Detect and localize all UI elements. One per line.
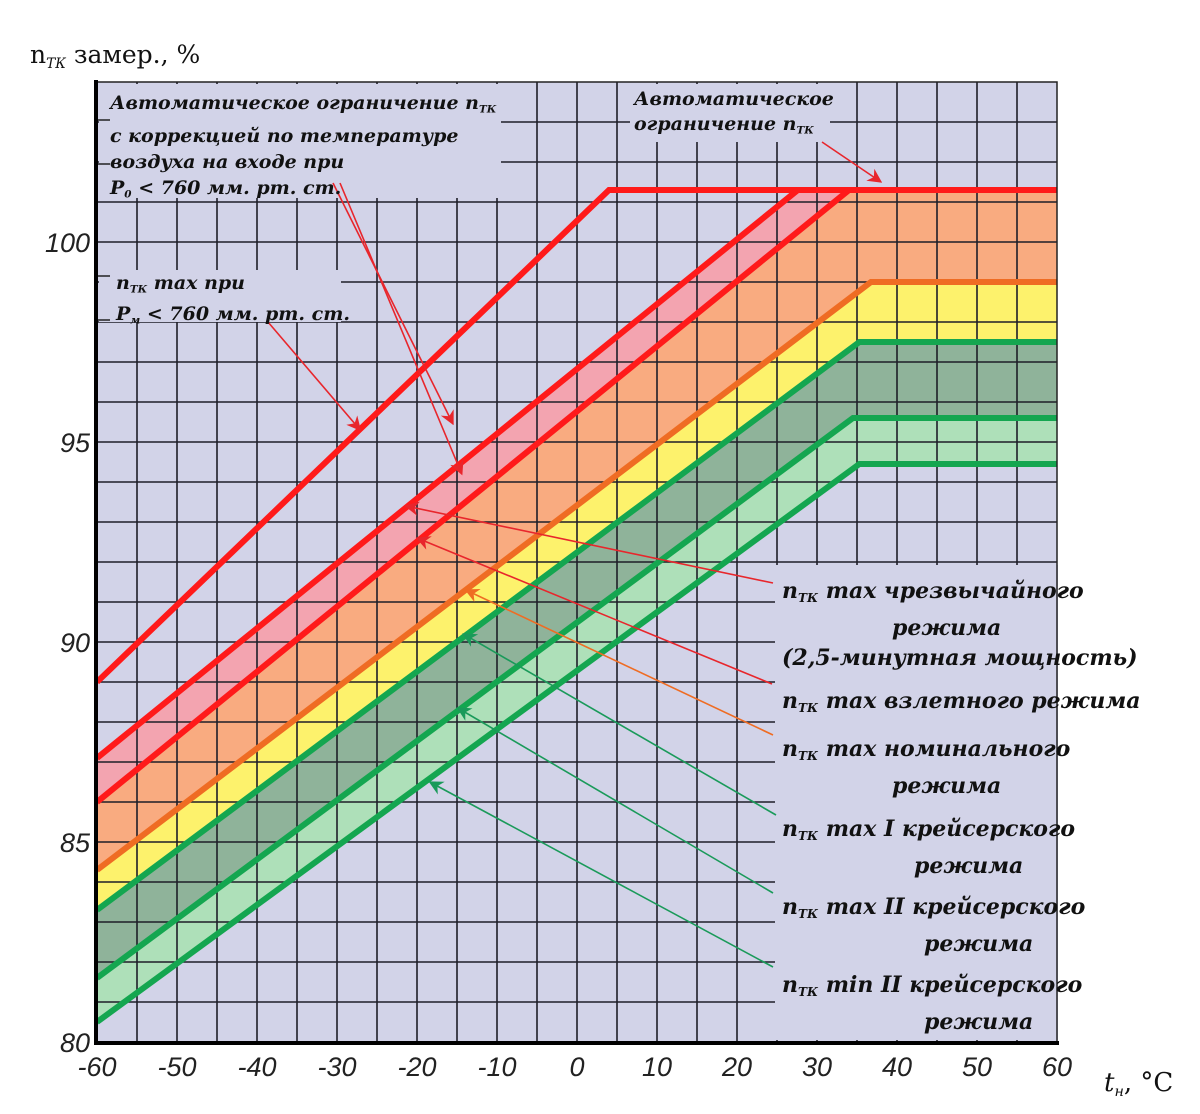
x-tick-label: 60 bbox=[1042, 1052, 1072, 1082]
label-background bbox=[630, 84, 830, 142]
x-tick-label: -50 bbox=[157, 1052, 196, 1082]
band-1 bbox=[97, 190, 1057, 870]
x-tick-label: 0 bbox=[569, 1052, 584, 1082]
series-line-3 bbox=[97, 279, 1057, 873]
label-background bbox=[99, 270, 341, 322]
tick-labels: -60 -50 -40 -30 -20 -10 0 10 20 30 40 50 60 80 85 90 95 1… bbox=[45, 228, 1072, 1082]
annotation-arrow bbox=[404, 501, 774, 584]
x-tick-label: -60 bbox=[77, 1052, 116, 1082]
x-tick-label: 10 bbox=[642, 1052, 672, 1082]
x-axis-title: tн, °C bbox=[1104, 1068, 1174, 1100]
series-line-2 bbox=[97, 187, 1057, 805]
x-tick-label: -10 bbox=[477, 1052, 516, 1082]
series-line-6 bbox=[97, 461, 1057, 1025]
annotation-auto-limit-corrected: Автоматическое ограничение nТК с коррекц… bbox=[110, 92, 497, 201]
label-background bbox=[775, 565, 1058, 1040]
annotation-auto-limit: Автоматическое ограничение nТК bbox=[634, 88, 834, 137]
annotation-arrow bbox=[456, 707, 774, 894]
annotation-arrow bbox=[267, 321, 362, 432]
annotation-arrow bbox=[462, 633, 777, 816]
y-tick-label: 80 bbox=[60, 1028, 90, 1058]
annotation-arrow bbox=[415, 536, 773, 685]
annotation-arrow bbox=[464, 589, 774, 736]
series-line-5 bbox=[97, 415, 1057, 981]
annotation-arrows bbox=[267, 141, 883, 968]
y-tick-label: 90 bbox=[60, 628, 90, 658]
legend-cruise-2-max: nТК max II крейсерского режима bbox=[782, 894, 1086, 958]
y-tick-label: 85 bbox=[60, 828, 91, 858]
x-tick-label: -30 bbox=[317, 1052, 356, 1082]
annotation-arrow bbox=[428, 781, 774, 968]
label-backgrounds bbox=[96, 84, 1058, 1040]
y-tick-label: 95 bbox=[60, 428, 91, 458]
annotation-arrow bbox=[821, 141, 883, 183]
annotation-pm: nТК max при Pм < 760 мм. рт. ст. bbox=[116, 272, 350, 327]
y-axis-title: nТК замер., % bbox=[30, 40, 201, 72]
x-tick-label: 50 bbox=[962, 1052, 992, 1082]
x-tick-label: -40 bbox=[237, 1052, 276, 1082]
legend-emergency: nТК max чрезвычайного режима (2,5-минутн… bbox=[782, 578, 1138, 672]
x-tick-label: 40 bbox=[882, 1052, 912, 1082]
annotation-arrow bbox=[332, 182, 454, 426]
bands bbox=[97, 190, 1057, 1022]
annotation-arrow bbox=[339, 182, 464, 476]
x-tick-label: -20 bbox=[397, 1052, 436, 1082]
legend-takeoff: nТК max взлетного режима bbox=[782, 688, 1141, 716]
band-3 bbox=[97, 342, 1057, 978]
legend-cruise-2-min: nТК min II крейсерского режима bbox=[782, 972, 1083, 1036]
y-tick-label: 100 bbox=[45, 228, 90, 258]
series-line-4 bbox=[97, 339, 1057, 913]
legend-nominal: nТК max номинального режима bbox=[782, 736, 1071, 800]
label-background bbox=[99, 84, 501, 198]
x-tick-label: 30 bbox=[802, 1052, 832, 1082]
x-tick-label: 20 bbox=[721, 1052, 752, 1082]
legend-cruise-1-max: nТК max I крейсерского режима bbox=[782, 816, 1075, 880]
series-lines bbox=[97, 187, 1057, 1025]
